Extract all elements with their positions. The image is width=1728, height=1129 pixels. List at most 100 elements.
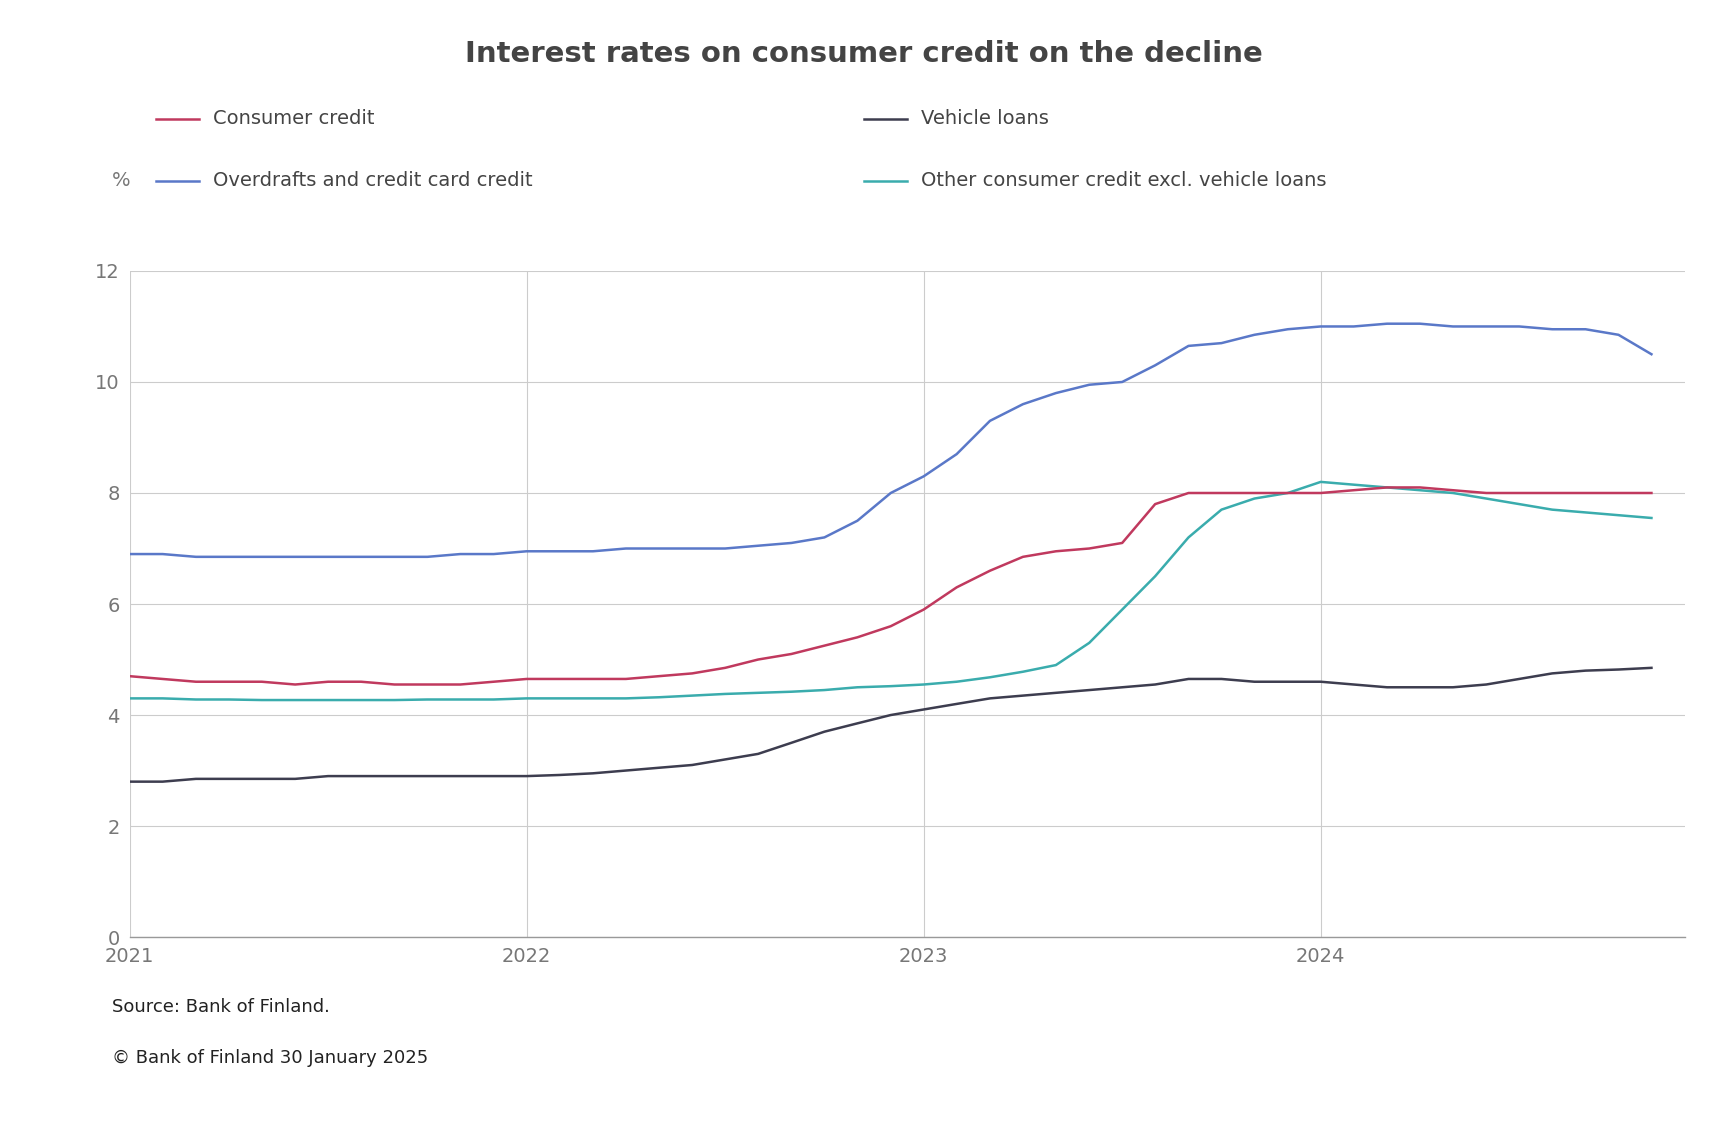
Overdrafts and credit card credit <box>318 550 339 563</box>
Consumer credit <box>1377 481 1398 495</box>
Other consumer credit excl. vehicle loans <box>582 692 603 706</box>
Other consumer credit excl. vehicle loans <box>1310 475 1331 489</box>
Other consumer credit excl. vehicle loans <box>615 692 636 706</box>
Text: Interest rates on consumer credit on the decline: Interest rates on consumer credit on the… <box>465 40 1263 68</box>
Other consumer credit excl. vehicle loans <box>1244 492 1265 506</box>
Vehicle loans <box>1277 675 1298 689</box>
Consumer credit <box>1343 483 1363 497</box>
Other consumer credit excl. vehicle loans <box>1476 492 1496 506</box>
Vehicle loans <box>1343 677 1363 691</box>
Vehicle loans <box>550 768 570 781</box>
Overdrafts and credit card credit <box>449 548 470 561</box>
Consumer credit <box>847 630 867 644</box>
Vehicle loans <box>252 772 273 786</box>
Vehicle loans <box>218 772 238 786</box>
Vehicle loans <box>781 736 802 750</box>
Vehicle loans <box>814 725 835 738</box>
Other consumer credit excl. vehicle loans <box>185 693 206 707</box>
Consumer credit <box>384 677 404 691</box>
Overdrafts and credit card credit <box>814 531 835 544</box>
Other consumer credit excl. vehicle loans <box>1410 483 1431 497</box>
Overdrafts and credit card credit <box>781 536 802 550</box>
Consumer credit <box>351 675 372 689</box>
Vehicle loans <box>947 697 968 711</box>
Vehicle loans <box>914 702 935 716</box>
Overdrafts and credit card credit <box>1343 320 1363 333</box>
Vehicle loans <box>1178 672 1199 685</box>
Consumer credit <box>1576 487 1597 500</box>
Consumer credit <box>715 662 736 675</box>
Overdrafts and credit card credit <box>351 550 372 563</box>
Other consumer credit excl. vehicle loans <box>152 692 173 706</box>
Vehicle loans <box>1609 663 1630 676</box>
Text: %: % <box>112 172 131 190</box>
Text: Consumer credit: Consumer credit <box>213 110 373 128</box>
Consumer credit <box>1443 483 1464 497</box>
Text: © Bank of Finland 30 January 2025: © Bank of Finland 30 January 2025 <box>112 1049 429 1067</box>
Other consumer credit excl. vehicle loans <box>880 680 900 693</box>
Consumer credit <box>318 675 339 689</box>
Overdrafts and credit card credit <box>980 414 1001 428</box>
Vehicle loans <box>1045 686 1066 700</box>
Overdrafts and credit card credit <box>880 487 900 500</box>
Overdrafts and credit card credit <box>517 544 537 558</box>
Consumer credit <box>1476 487 1496 500</box>
Other consumer credit excl. vehicle loans <box>781 685 802 699</box>
Vehicle loans <box>119 774 140 788</box>
Vehicle loans <box>285 772 306 786</box>
Vehicle loans <box>880 708 900 721</box>
Consumer credit <box>615 672 636 685</box>
Overdrafts and credit card credit <box>484 548 505 561</box>
Consumer credit <box>980 564 1001 578</box>
Other consumer credit excl. vehicle loans <box>847 681 867 694</box>
Consumer credit <box>814 639 835 653</box>
Other consumer credit excl. vehicle loans <box>1443 487 1464 500</box>
Vehicle loans <box>1541 666 1562 680</box>
Line: Vehicle loans: Vehicle loans <box>130 668 1652 781</box>
Vehicle loans <box>1642 662 1662 675</box>
Overdrafts and credit card credit <box>748 539 769 552</box>
Overdrafts and credit card credit <box>1244 329 1265 342</box>
Text: Other consumer credit excl. vehicle loans: Other consumer credit excl. vehicle loan… <box>921 172 1327 190</box>
Consumer credit <box>449 677 470 691</box>
Consumer credit <box>152 672 173 685</box>
Overdrafts and credit card credit <box>416 550 437 563</box>
Overdrafts and credit card credit <box>185 550 206 563</box>
Overdrafts and credit card credit <box>715 542 736 555</box>
Other consumer credit excl. vehicle loans <box>683 689 703 702</box>
Other consumer credit excl. vehicle loans <box>1609 508 1630 522</box>
Other consumer credit excl. vehicle loans <box>1377 481 1398 495</box>
Vehicle loans <box>1377 681 1398 694</box>
Vehicle loans <box>748 747 769 761</box>
Overdrafts and credit card credit <box>1476 320 1496 333</box>
Other consumer credit excl. vehicle loans <box>252 693 273 707</box>
Consumer credit <box>185 675 206 689</box>
Vehicle loans <box>1509 672 1529 685</box>
Other consumer credit excl. vehicle loans <box>1144 569 1165 583</box>
Consumer credit <box>517 672 537 685</box>
Consumer credit <box>1045 544 1066 558</box>
Consumer credit <box>781 647 802 660</box>
Text: Overdrafts and credit card credit: Overdrafts and credit card credit <box>213 172 532 190</box>
Other consumer credit excl. vehicle loans <box>748 686 769 700</box>
Vehicle loans <box>847 717 867 730</box>
Overdrafts and credit card credit <box>582 544 603 558</box>
Overdrafts and credit card credit <box>1541 323 1562 336</box>
Vehicle loans <box>484 769 505 782</box>
Consumer credit <box>1642 487 1662 500</box>
Consumer credit <box>252 675 273 689</box>
Overdrafts and credit card credit <box>648 542 669 555</box>
Consumer credit <box>416 677 437 691</box>
Vehicle loans <box>980 692 1001 706</box>
Line: Other consumer credit excl. vehicle loans: Other consumer credit excl. vehicle loan… <box>130 482 1652 700</box>
Consumer credit <box>1277 487 1298 500</box>
Other consumer credit excl. vehicle loans <box>1045 658 1066 672</box>
Overdrafts and credit card credit <box>1443 320 1464 333</box>
Other consumer credit excl. vehicle loans <box>119 692 140 706</box>
Overdrafts and credit card credit <box>285 550 306 563</box>
Other consumer credit excl. vehicle loans <box>1541 502 1562 516</box>
Other consumer credit excl. vehicle loans <box>814 683 835 697</box>
Consumer credit <box>484 675 505 689</box>
Line: Overdrafts and credit card credit: Overdrafts and credit card credit <box>130 324 1652 557</box>
Other consumer credit excl. vehicle loans <box>1111 603 1132 616</box>
